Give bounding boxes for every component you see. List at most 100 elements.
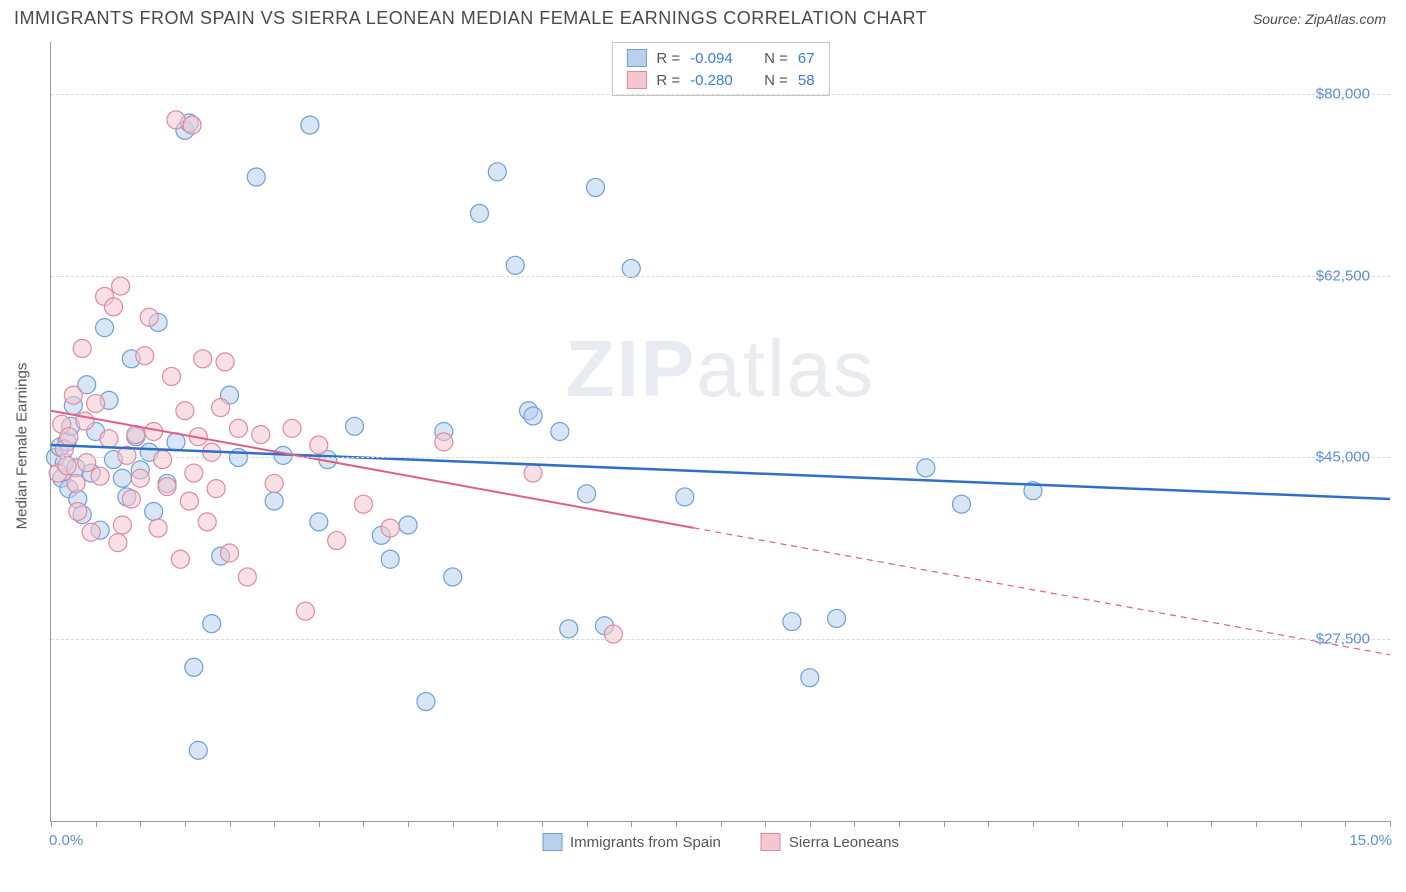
swatch-sierra-bottom	[761, 833, 781, 851]
data-point-sierra	[604, 625, 622, 643]
data-point-sierra	[435, 433, 453, 451]
data-point-sierra	[58, 457, 76, 475]
data-point-sierra	[216, 353, 234, 371]
x-tick	[1211, 821, 1212, 827]
data-point-spain	[381, 550, 399, 568]
x-tick	[363, 821, 364, 827]
data-point-spain	[265, 492, 283, 510]
data-point-spain	[676, 488, 694, 506]
source-label: Source:	[1253, 11, 1305, 27]
n-value-sierra: 58	[798, 72, 815, 89]
data-point-sierra	[194, 350, 212, 368]
data-point-sierra	[176, 402, 194, 420]
gridline-h	[51, 276, 1390, 277]
x-tick	[631, 821, 632, 827]
data-point-spain	[560, 620, 578, 638]
x-tick	[497, 821, 498, 827]
y-tick-label: $45,000	[1316, 449, 1370, 466]
data-point-spain	[488, 163, 506, 181]
data-point-spain	[801, 669, 819, 687]
data-point-sierra	[113, 516, 131, 534]
data-point-sierra	[212, 399, 230, 417]
x-tick	[988, 821, 989, 827]
data-point-sierra	[310, 436, 328, 454]
r-label: R =	[656, 50, 680, 67]
data-point-spain	[828, 609, 846, 627]
trend-line-spain	[51, 445, 1390, 499]
data-point-spain	[953, 495, 971, 513]
data-point-sierra	[252, 426, 270, 444]
data-point-spain	[783, 613, 801, 631]
x-tick	[810, 821, 811, 827]
x-tick	[676, 821, 677, 827]
data-point-sierra	[91, 467, 109, 485]
data-point-sierra	[78, 454, 96, 472]
x-tick	[1301, 821, 1302, 827]
data-point-sierra	[64, 386, 82, 404]
data-point-sierra	[207, 480, 225, 498]
data-point-sierra	[104, 298, 122, 316]
data-point-spain	[578, 485, 596, 503]
data-point-sierra	[381, 519, 399, 537]
data-point-spain	[551, 423, 569, 441]
n-label: N =	[764, 72, 788, 89]
data-point-sierra	[149, 519, 167, 537]
r-value-spain: -0.094	[690, 50, 744, 67]
data-point-spain	[301, 116, 319, 134]
data-point-sierra	[154, 451, 172, 469]
x-tick	[1256, 821, 1257, 827]
data-point-sierra	[283, 419, 301, 437]
source-value: ZipAtlas.com	[1305, 11, 1386, 27]
data-point-sierra	[221, 544, 239, 562]
data-point-sierra	[265, 474, 283, 492]
data-point-sierra	[140, 308, 158, 326]
swatch-spain	[626, 49, 646, 67]
x-tick	[140, 821, 141, 827]
x-tick	[319, 821, 320, 827]
scatter-svg	[51, 42, 1390, 821]
n-label: N =	[764, 50, 788, 67]
correlation-legend-row-sierra: R = -0.280 N = 58	[612, 69, 828, 91]
data-point-sierra	[163, 367, 181, 385]
data-point-sierra	[82, 523, 100, 541]
x-tick	[587, 821, 588, 827]
r-label: R =	[656, 72, 680, 89]
x-tick-label-min: 0.0%	[49, 832, 83, 849]
x-tick	[1033, 821, 1034, 827]
data-point-sierra	[296, 602, 314, 620]
data-point-sierra	[183, 116, 201, 134]
data-point-spain	[346, 417, 364, 435]
x-tick	[408, 821, 409, 827]
legend-item-spain: Immigrants from Spain	[542, 833, 721, 851]
correlation-legend-row-spain: R = -0.094 N = 67	[612, 47, 828, 69]
data-point-sierra	[131, 469, 149, 487]
gridline-h	[51, 457, 1390, 458]
gridline-h	[51, 639, 1390, 640]
data-point-spain	[524, 407, 542, 425]
data-point-sierra	[171, 550, 189, 568]
y-axis-label: Median Female Earnings	[14, 363, 31, 530]
data-point-spain	[247, 168, 265, 186]
data-point-sierra	[198, 513, 216, 531]
chart-plot-area: ZIPatlas R = -0.094 N = 67 R = -0.280 N …	[50, 42, 1390, 822]
legend-item-sierra: Sierra Leoneans	[761, 833, 899, 851]
data-point-sierra	[354, 495, 372, 513]
data-point-sierra	[238, 568, 256, 586]
data-point-spain	[470, 204, 488, 222]
x-tick	[542, 821, 543, 827]
data-point-sierra	[100, 430, 118, 448]
legend-label-spain: Immigrants from Spain	[570, 834, 721, 851]
data-point-sierra	[109, 534, 127, 552]
swatch-spain-bottom	[542, 833, 562, 851]
x-tick	[230, 821, 231, 827]
data-point-sierra	[229, 419, 247, 437]
x-tick	[899, 821, 900, 827]
chart-header: IMMIGRANTS FROM SPAIN VS SIERRA LEONEAN …	[0, 0, 1406, 33]
gridline-h	[51, 94, 1390, 95]
x-tick-label-max: 15.0%	[1349, 832, 1392, 849]
trend-line-extension-sierra	[694, 528, 1390, 655]
data-point-sierra	[69, 502, 87, 520]
data-point-spain	[444, 568, 462, 586]
x-tick	[1078, 821, 1079, 827]
data-point-spain	[587, 178, 605, 196]
